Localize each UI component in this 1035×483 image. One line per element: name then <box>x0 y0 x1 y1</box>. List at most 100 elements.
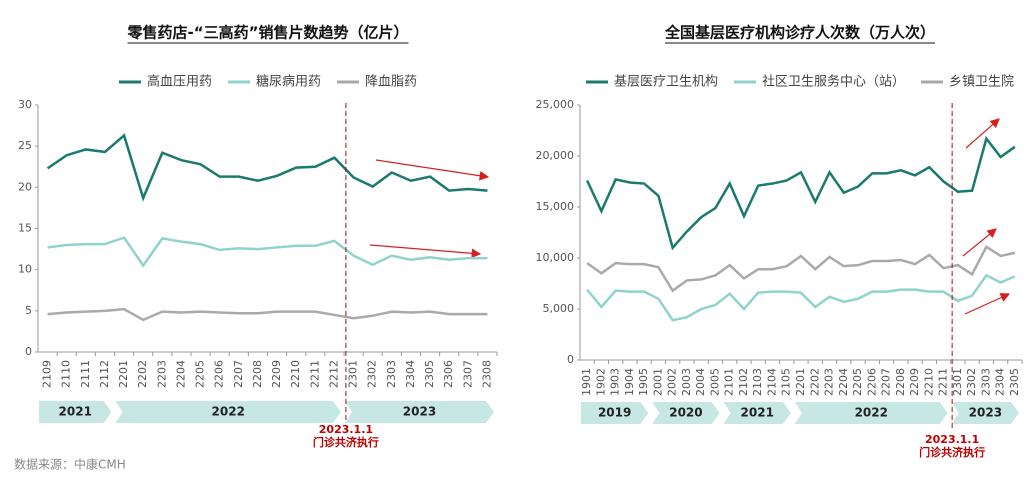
legend-label: 高血压用药 <box>147 74 212 90</box>
x-tick-label: 2111 <box>79 360 92 388</box>
y-tick-label: 10,000 <box>536 251 575 264</box>
x-tick-label: 2303 <box>385 360 398 388</box>
y-tick-label: 20,000 <box>536 149 575 162</box>
x-tick-label: 2302 <box>366 360 379 388</box>
x-tick-label: 2202 <box>136 360 149 388</box>
x-tick-label: 2204 <box>837 368 850 396</box>
x-tick-label: 2005 <box>708 368 721 396</box>
legend: 高血压用药 糖尿病用药 降血脂药 <box>118 74 417 90</box>
x-tick-label: 2303 <box>979 368 992 396</box>
x-tick-label: 2002 <box>666 368 679 396</box>
legend: 基层医疗卫生机构 社区卫生服务中心（站） 乡镇卫生院 <box>585 74 1014 90</box>
legend-label: 降血脂药 <box>365 75 417 90</box>
x-tick-label: 2004 <box>694 368 707 396</box>
x-tick-label: 2211 <box>308 360 321 388</box>
x-tick-label: 2102 <box>737 368 750 396</box>
y-tick-label: 0 <box>25 345 32 358</box>
x-tick-label: 1904 <box>623 368 636 396</box>
x-tick-label: 2205 <box>851 368 864 396</box>
x-tick-label: 2211 <box>937 368 950 396</box>
marker-note: 2023.1.1 <box>319 423 373 436</box>
x-tick-label: 2209 <box>908 368 921 396</box>
series-line <box>586 244 1016 293</box>
series-line <box>47 307 488 322</box>
x-tick-label: 2304 <box>404 360 417 388</box>
legend-label: 社区卫生服务中心（站） <box>762 74 905 90</box>
period-label: 2022 <box>855 406 888 420</box>
x-tick-label: 2208 <box>251 360 264 388</box>
period-band <box>723 402 791 424</box>
y-tick-label: 15 <box>18 222 32 235</box>
x-tick-label: 1903 <box>609 368 622 396</box>
x-tick-label: 2104 <box>765 368 778 396</box>
x-tick-label: 2210 <box>289 360 302 388</box>
x-tick-label: 2304 <box>994 368 1007 396</box>
legend-label: 糖尿病用药 <box>256 74 321 90</box>
x-tick-label: 2306 <box>442 360 455 388</box>
period-band <box>39 401 112 423</box>
legend-label: 乡镇卫生院 <box>949 75 1014 90</box>
x-tick-label: 2301 <box>951 368 964 396</box>
period-label: 2023 <box>403 405 436 419</box>
marker-note: 门诊共济执行 <box>919 445 985 459</box>
legend-label: 基层医疗卫生机构 <box>614 75 718 90</box>
y-tick-label: 25,000 <box>536 98 575 111</box>
x-tick-label: 2206 <box>213 360 226 388</box>
x-tick-label: 2209 <box>270 360 283 388</box>
period-label: 2020 <box>669 406 702 420</box>
series-line <box>46 133 488 202</box>
period-band <box>115 401 341 423</box>
trend-arrows <box>369 118 1011 315</box>
y-tick-label: 0 <box>567 353 574 366</box>
y-tick-label: 25 <box>18 139 32 152</box>
x-tick-label: 2204 <box>174 360 187 388</box>
series-line <box>586 273 1016 322</box>
x-tick-label: 2210 <box>922 368 935 396</box>
series-line <box>585 135 1016 251</box>
x-tick-label: 2308 <box>480 360 493 388</box>
period-band <box>794 402 948 424</box>
period-label: 2022 <box>212 405 245 419</box>
arrow <box>375 159 490 181</box>
y-tick-label: 10 <box>18 263 32 276</box>
x-tick-label: 2305 <box>423 360 436 388</box>
x-tick-label: 2109 <box>41 360 54 388</box>
x-tick-label: 2112 <box>98 360 111 388</box>
x-tick-label: 2003 <box>680 368 693 396</box>
marker-note: 2023.1.1 <box>925 433 979 446</box>
x-tick-label: 2101 <box>723 368 736 396</box>
x-tick-label: 2208 <box>894 368 907 396</box>
x-tick-label: 1902 <box>594 368 607 396</box>
x-tick-label: 2203 <box>155 360 168 388</box>
x-tick-label: 2301 <box>347 360 360 388</box>
x-tick-label: 2202 <box>808 368 821 396</box>
x-tick-label: 2203 <box>823 368 836 396</box>
x-tick-label: 2212 <box>327 360 340 388</box>
period-band <box>581 402 649 424</box>
period-band <box>345 401 494 423</box>
y-tick-label: 5,000 <box>543 302 575 315</box>
arrow <box>964 293 1011 315</box>
x-tick-label: 2001 <box>651 368 664 396</box>
y-tick-label: 30 <box>18 98 32 111</box>
arrow <box>962 228 997 257</box>
x-tick-label: 2201 <box>117 360 130 388</box>
y-tick-label: 15,000 <box>536 200 575 213</box>
x-tick-label: 2207 <box>232 360 245 388</box>
x-tick-label: 2307 <box>461 360 474 388</box>
y-tick-label: 5 <box>25 304 32 317</box>
x-tick-label: 2207 <box>880 368 893 396</box>
period-band <box>652 402 720 424</box>
period-label: 2021 <box>59 405 92 419</box>
x-tick-label: 2302 <box>965 368 978 396</box>
x-tick-label: 1901 <box>580 368 593 396</box>
period-band <box>951 402 1019 424</box>
arrow <box>965 118 1000 149</box>
source: 数据来源：中康CMH <box>14 457 126 472</box>
chart-title: 全国基层医疗机构诊疗人次数（万人次） <box>664 24 935 42</box>
x-tick-label: 2205 <box>194 360 207 388</box>
x-tick-label: 2103 <box>751 368 764 396</box>
x-tick-label: 2105 <box>780 368 793 396</box>
marker-note: 门诊共济执行 <box>313 435 379 449</box>
